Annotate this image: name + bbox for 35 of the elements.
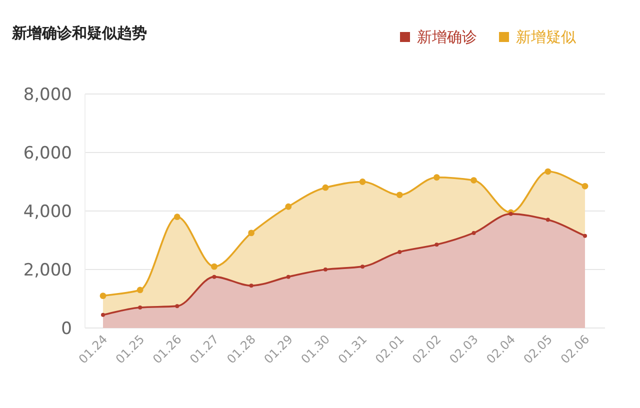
point — [359, 178, 366, 185]
point — [582, 182, 588, 190]
point — [248, 230, 255, 236]
point — [136, 286, 144, 294]
point — [211, 263, 218, 270]
y-tick-label: 0 — [61, 319, 72, 339]
point — [434, 242, 439, 247]
point — [508, 212, 513, 216]
point — [433, 174, 440, 181]
y-tick-label: 8,000 — [23, 85, 72, 105]
point — [544, 168, 552, 175]
point — [398, 250, 402, 254]
point — [470, 177, 477, 184]
point — [138, 306, 142, 310]
point — [249, 284, 254, 288]
y-tick-label: 6,000 — [23, 144, 72, 164]
point — [583, 234, 587, 238]
point — [323, 268, 328, 272]
point — [174, 214, 180, 220]
point — [212, 274, 216, 279]
point — [285, 203, 292, 210]
chart-title: 新增确诊和疑似趋势 — [11, 24, 147, 42]
point — [101, 312, 105, 317]
y-tick-label: 4,000 — [23, 202, 72, 222]
point — [322, 184, 329, 191]
y-tick-label: 2,000 — [23, 260, 72, 280]
point — [546, 218, 550, 222]
point — [472, 230, 476, 235]
point — [360, 264, 365, 269]
point — [100, 292, 106, 300]
point — [286, 274, 290, 279]
point — [175, 304, 180, 308]
point — [396, 192, 403, 198]
legend-label: 新增疑似 — [516, 28, 576, 46]
legend-label: 新增确诊 — [417, 28, 477, 46]
